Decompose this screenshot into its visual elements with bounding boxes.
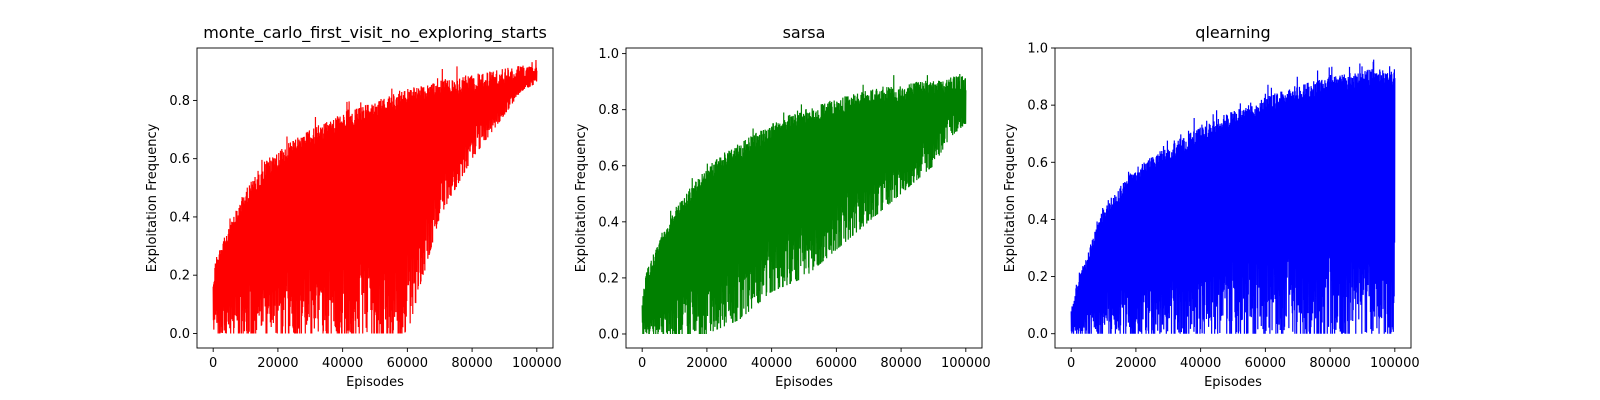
x-tick-label: 40000	[322, 356, 363, 371]
y-tick-label: 0.0	[1027, 327, 1048, 342]
y-tick-label: 0.2	[169, 269, 190, 284]
chart-panel-2: sarsa 0 20000 40000 60000 80000 100000 0.0 0.2 0.…	[574, 23, 991, 390]
x-tick-label: 0	[638, 356, 646, 371]
y-tick-label: 0.8	[598, 103, 619, 118]
x-tick-label: 100000	[941, 356, 991, 371]
x-tick-label: 100000	[1370, 356, 1420, 371]
y-tick-label: 1.0	[1027, 42, 1048, 57]
x-tick-label: 80000	[1309, 356, 1350, 371]
x-tick-label: 80000	[451, 356, 492, 371]
x-tick-label: 60000	[387, 356, 428, 371]
data-series-line	[641, 73, 967, 334]
chart-title: sarsa	[783, 23, 826, 42]
y-tick-label: 0.4	[169, 210, 190, 225]
y-tick-label: 1.0	[598, 47, 619, 62]
y-tick-label: 0.0	[598, 327, 619, 342]
y-tick-label: 0.2	[598, 271, 619, 286]
x-tick-label: 0	[1067, 356, 1075, 371]
y-tick-label: 0.0	[169, 327, 190, 342]
x-tick-label: 0	[209, 356, 217, 371]
x-tick-label: 40000	[1180, 356, 1221, 371]
y-tick-label: 0.6	[1027, 156, 1048, 171]
y-tick-label: 0.8	[169, 94, 190, 109]
chart-panel-3: qlearning 0 20000 40000 60000 80000 100000 0.0 0…	[1003, 23, 1420, 390]
data-series-line	[212, 60, 538, 334]
x-axis-label: Episodes	[346, 375, 404, 390]
y-tick-label: 0.6	[169, 152, 190, 167]
y-tick-label: 0.2	[1027, 270, 1048, 285]
y-tick-label: 0.4	[1027, 213, 1048, 228]
chart-title: monte_carlo_first_visit_no_exploring_sta…	[203, 23, 547, 43]
y-axis-label: Exploitation Frequency	[574, 123, 589, 272]
data-series-line	[1070, 59, 1396, 334]
chart-title: qlearning	[1195, 23, 1270, 42]
y-axis-label: Exploitation Frequency	[145, 123, 160, 272]
x-axis-label: Episodes	[775, 375, 833, 390]
x-tick-label: 60000	[816, 356, 857, 371]
x-tick-label: 100000	[512, 356, 562, 371]
x-tick-label: 20000	[1115, 356, 1156, 371]
axes-frame	[625, 47, 983, 349]
x-tick-label: 20000	[686, 356, 727, 371]
axes-frame	[1054, 47, 1412, 349]
y-axis-label: Exploitation Frequency	[1003, 123, 1018, 272]
y-tick-label: 0.6	[598, 159, 619, 174]
chart-panel-1: monte_carlo_first_visit_no_exploring_sta…	[145, 23, 562, 390]
x-axis-label: Episodes	[1204, 375, 1262, 390]
y-tick-label: 0.4	[598, 215, 619, 230]
x-tick-label: 80000	[880, 356, 921, 371]
x-tick-label: 60000	[1245, 356, 1286, 371]
y-tick-label: 0.8	[1027, 99, 1048, 114]
x-tick-label: 20000	[257, 356, 298, 371]
axes-frame	[196, 47, 554, 349]
x-tick-label: 40000	[751, 356, 792, 371]
